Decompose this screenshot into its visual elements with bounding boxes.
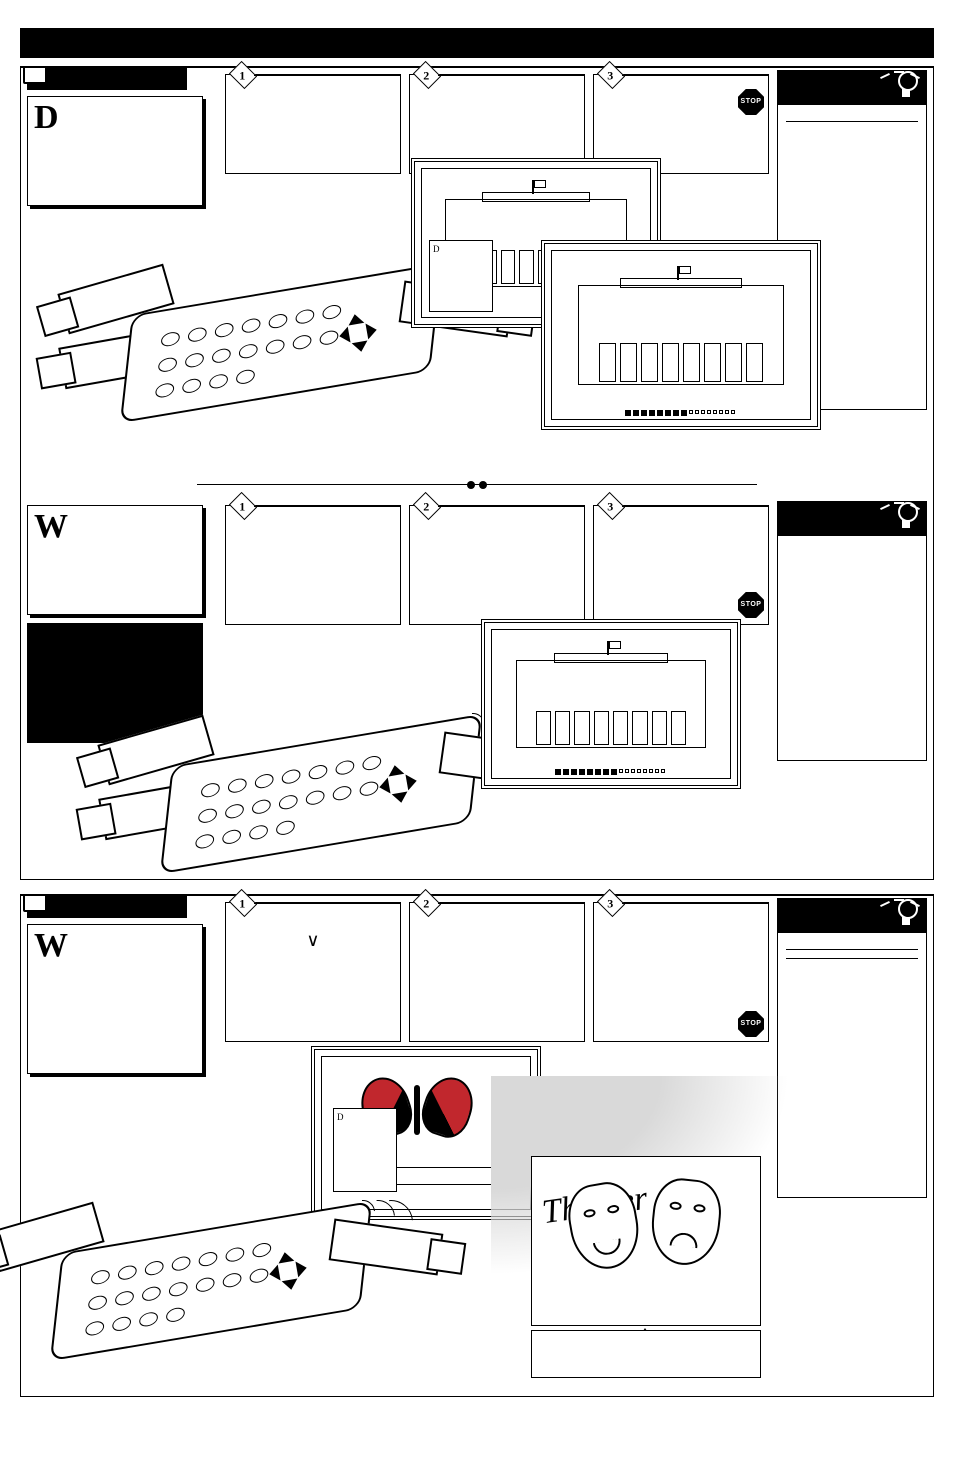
step-3: 3 STOP (593, 505, 769, 625)
step-2: 2 (409, 902, 585, 1042)
auto-picture-section: W 1 ∨ 2 3 STOP (21, 896, 933, 1396)
whitehouse-icon (578, 285, 784, 386)
step-1: 1 (225, 74, 401, 174)
sidebar-header (778, 899, 926, 933)
lightbulb-icon (892, 496, 920, 534)
step-number-badge: 1 (229, 889, 257, 917)
tv-dnr (481, 619, 741, 789)
theater-caption (531, 1330, 761, 1378)
contrast-slider-bar (625, 410, 737, 416)
dropcap: D (34, 103, 62, 134)
stop-icon: STOP (738, 89, 764, 115)
illustration-area: D (61, 198, 763, 460)
remote-dpad (367, 753, 430, 816)
sidebar-body (778, 933, 926, 975)
contrast-plus-section: D 1 2 3 STOP (21, 68, 933, 468)
intro-box-dnr: W (27, 505, 203, 615)
comedy-mask-icon (648, 1176, 725, 1269)
step-1: 1 (225, 505, 401, 625)
steps-row-autopicture: 1 ∨ 2 3 STOP (221, 896, 773, 1042)
tv-after (541, 240, 821, 430)
smart-help-sidebar (777, 898, 927, 1198)
auto-picture-panel: W 1 ∨ 2 3 STOP (20, 894, 934, 1397)
osd-menu-popup: D (429, 240, 493, 312)
dnr-slider-bar (555, 769, 667, 775)
chevron-down-icon: ∨ (234, 929, 392, 952)
remote-dpad (327, 302, 390, 365)
sidebar-header (778, 71, 926, 105)
divider (786, 121, 918, 122)
stop-icon: STOP (738, 1011, 764, 1037)
step-2: 2 (409, 505, 585, 625)
theater-example-screen: Theater (531, 1156, 761, 1326)
section-tab-autopicture (27, 896, 187, 918)
page-title-bar (20, 28, 934, 58)
step-number-badge: 3 (597, 61, 625, 89)
divider (786, 958, 918, 959)
steps-row-dnr: 1 2 3 STOP (221, 499, 773, 625)
whitehouse-icon (516, 660, 706, 749)
step-1: 1 ∨ (225, 902, 401, 1042)
section-tab-contrast (27, 68, 187, 90)
intro-box-autopicture: W (27, 924, 203, 1074)
dropcap: W (34, 512, 71, 543)
tv-icon (23, 66, 47, 84)
ir-signal-icon (351, 1200, 411, 1240)
illustration-area (61, 609, 763, 871)
step-number-badge: 1 (229, 61, 257, 89)
step-3: 3 STOP (593, 902, 769, 1042)
lightbulb-icon (892, 893, 920, 931)
dropcap: W (34, 931, 71, 962)
picture-controls-panel: D 1 2 3 STOP (20, 66, 934, 880)
remote-dpad (257, 1240, 320, 1303)
step-number-badge: 2 (413, 61, 441, 89)
step-number-badge: 3 (597, 889, 625, 917)
lightbulb-icon (892, 65, 920, 103)
smart-help-sidebar (777, 501, 927, 761)
intro-box-contrast: D (27, 96, 203, 206)
divider (786, 949, 918, 950)
step-number-badge: 2 (413, 889, 441, 917)
sidebar-body (778, 536, 926, 552)
tv-icon (23, 894, 47, 912)
sidebar-body (778, 105, 926, 138)
dnr-section: W 1 2 3 STOP (21, 499, 933, 879)
sidebar-header (778, 502, 926, 536)
